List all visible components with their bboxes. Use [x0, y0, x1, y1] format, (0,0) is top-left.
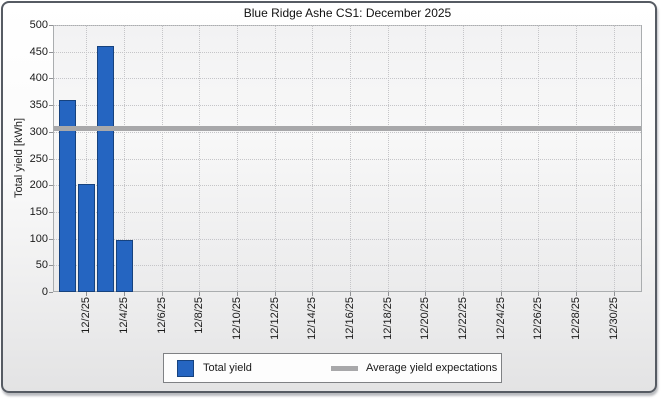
y-tick-mark	[49, 131, 53, 133]
y-tick-label: 300	[29, 125, 48, 138]
total-yield-bar[interactable]	[97, 46, 115, 292]
y-tick-label: 450	[29, 45, 48, 58]
x-tick-mark	[161, 292, 163, 296]
y-gridline	[54, 105, 641, 107]
average-yield-line	[54, 126, 641, 132]
x-tick-mark	[312, 292, 314, 296]
y-tick-mark	[49, 292, 53, 293]
x-gridline	[312, 26, 314, 291]
x-tick-mark	[576, 292, 578, 296]
y-tick-label: 100	[29, 232, 48, 245]
y-tick-label: 500	[29, 19, 48, 31]
y-tick-mark	[49, 238, 53, 240]
x-gridline	[500, 26, 502, 291]
x-tick-mark	[387, 292, 389, 296]
y-tick-label: 350	[29, 99, 48, 112]
y-tick-label: 0	[41, 286, 48, 298]
x-tick-label: 12/6/25	[155, 297, 168, 334]
x-tick-label: 12/24/25	[494, 297, 507, 340]
y-tick-mark	[49, 105, 53, 107]
x-gridline	[538, 26, 540, 291]
x-tick-mark	[500, 292, 502, 296]
y-gridline	[54, 158, 641, 160]
x-gridline	[123, 26, 125, 291]
y-gridline	[54, 25, 641, 26]
y-tick-label: 50	[35, 259, 48, 272]
x-gridline	[161, 26, 163, 291]
y-gridline	[54, 51, 641, 53]
total-yield-bar[interactable]	[115, 239, 133, 292]
x-gridline	[350, 26, 351, 291]
legend-box: Total yield Average yield expectations	[163, 353, 502, 383]
y-tick-label: 400	[29, 72, 48, 85]
x-gridline	[86, 26, 88, 291]
y-tick-label: 250	[29, 152, 48, 165]
x-gridline	[463, 26, 465, 291]
x-gridline	[613, 26, 615, 291]
y-tick-mark	[49, 158, 53, 160]
x-tick-mark	[350, 292, 351, 296]
x-tick-label: 12/18/25	[381, 297, 394, 340]
y-tick-mark	[49, 51, 53, 53]
y-gridline	[54, 238, 641, 240]
x-tick-mark	[123, 292, 125, 296]
x-tick-mark	[86, 292, 88, 296]
y-tick-mark	[49, 211, 53, 213]
x-tick-label: 12/14/25	[306, 297, 319, 340]
legend-label-total-yield: Total yield	[203, 362, 252, 374]
y-gridline	[54, 131, 641, 133]
x-gridline	[576, 26, 578, 291]
x-tick-mark	[463, 292, 465, 296]
x-tick-label: 12/20/25	[419, 297, 432, 340]
x-tick-mark	[613, 292, 615, 296]
legend-label-average: Average yield expectations	[366, 362, 498, 374]
total-yield-bar[interactable]	[78, 184, 96, 292]
x-tick-label: 12/10/25	[230, 297, 243, 340]
chart-title: Blue Ridge Ashe CS1: December 2025	[243, 6, 452, 20]
y-tick-mark	[49, 185, 53, 187]
y-tick-mark	[49, 265, 53, 267]
x-gridline	[274, 26, 276, 291]
y-tick-label: 200	[29, 179, 48, 192]
x-tick-mark	[425, 292, 427, 296]
x-tick-mark	[199, 292, 201, 296]
x-tick-label: 12/8/25	[193, 297, 206, 334]
x-gridline	[387, 26, 389, 291]
y-gridline	[54, 211, 641, 213]
x-gridline	[199, 26, 201, 291]
x-tick-label: 12/16/25	[344, 297, 356, 340]
legend-item-average: Average yield expectations	[331, 354, 497, 382]
x-tick-label: 12/30/25	[607, 297, 620, 340]
y-gridline	[54, 78, 641, 80]
average-line-swatch-icon	[331, 365, 358, 371]
x-tick-label: 12/12/25	[268, 297, 281, 340]
x-tick-mark	[236, 292, 238, 296]
y-tick-mark	[49, 25, 53, 26]
x-tick-label: 12/2/25	[80, 297, 93, 334]
legend-item-total-yield: Total yield	[177, 354, 252, 382]
x-gridline	[236, 26, 238, 291]
x-tick-mark	[274, 292, 276, 296]
y-gridline	[54, 185, 641, 187]
x-gridline	[425, 26, 427, 291]
y-tick-mark	[49, 78, 53, 80]
x-tick-label: 12/22/25	[457, 297, 470, 340]
y-gridline	[54, 265, 641, 267]
x-tick-label: 12/4/25	[117, 297, 130, 334]
x-tick-mark	[538, 292, 540, 296]
total-yield-swatch-icon	[177, 359, 194, 377]
x-tick-label: 12/28/25	[570, 297, 583, 340]
y-tick-label: 150	[29, 205, 48, 218]
x-tick-label: 12/26/25	[532, 297, 545, 340]
total-yield-bar[interactable]	[59, 99, 77, 292]
